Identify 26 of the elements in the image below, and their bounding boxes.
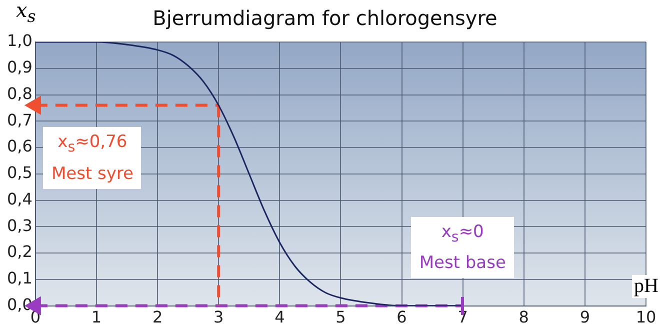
annotation: Mest syre [51, 164, 134, 184]
y-tick-label: 0,5 [6, 163, 32, 182]
x-tick-label: 9 [580, 308, 590, 327]
x-tick-label: 8 [518, 308, 529, 327]
x-tick-label: 5 [336, 308, 346, 327]
x-axis-title: pH [632, 274, 660, 298]
x-tick-label: 4 [274, 308, 285, 327]
y-tick-label: 0,4 [6, 189, 32, 208]
y-tick-label: 0,1 [6, 268, 32, 288]
y-tick-label: 0,6 [6, 136, 32, 156]
x-tick-label: 3 [214, 308, 224, 327]
annotation: x$_{s}$≈0 [441, 222, 484, 246]
y-tick-label: 1,0 [6, 31, 32, 50]
x-tick-label: 1 [91, 308, 102, 327]
y-axis-title: x$_{s}$ [16, 0, 36, 26]
y-tick-label: 0,3 [6, 216, 32, 235]
y-tick-label: 0,7 [6, 110, 32, 130]
x-tick-label: 6 [396, 308, 407, 327]
x-tick-label: 2 [152, 308, 163, 327]
x-tick-label: 10 [636, 308, 656, 327]
annotation: x$_{s}$≈0,76 [58, 132, 128, 156]
chart-title: Bjerrumdiagram for chlorogensyre [152, 6, 498, 30]
y-tick-label: 0,2 [6, 242, 32, 262]
y-tick-label: 0,8 [6, 84, 32, 103]
annotation: Mest base [419, 253, 506, 274]
y-tick-label: 0,9 [6, 58, 32, 77]
